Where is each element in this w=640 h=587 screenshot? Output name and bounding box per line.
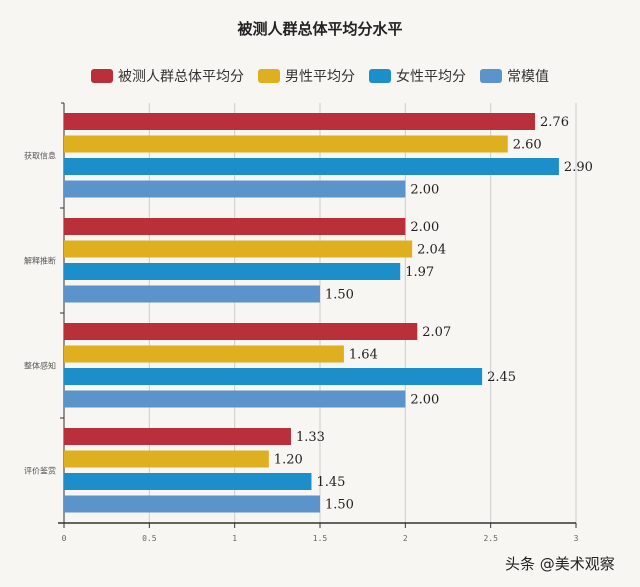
bar <box>64 428 291 445</box>
data-label: 2.76 <box>540 115 569 130</box>
bar <box>64 390 406 408</box>
data-label: 1.33 <box>296 430 325 445</box>
bar <box>64 240 413 258</box>
legend-label: 被测人群总体平均分 <box>118 69 244 85</box>
data-label: 2.07 <box>422 325 451 340</box>
category-label: 整体感知 <box>24 361 56 371</box>
data-label: 1.50 <box>325 288 354 303</box>
bar <box>64 368 483 385</box>
legend-label: 男性平均分 <box>285 69 355 85</box>
data-label: 2.90 <box>564 160 593 175</box>
bar <box>64 450 269 468</box>
legend-item[interactable]: 男性平均分 <box>258 66 355 86</box>
legend-swatch <box>258 69 280 83</box>
data-label: 2.60 <box>513 138 542 153</box>
data-label: 2.00 <box>410 393 439 408</box>
data-label: 2.04 <box>417 243 446 258</box>
legend-swatch <box>369 69 391 83</box>
data-label: 1.64 <box>349 348 378 363</box>
watermark: 头条 @美术观察 <box>505 555 615 573</box>
legend-label: 常模值 <box>507 69 549 85</box>
bar <box>64 218 406 235</box>
category-label: 解释推断 <box>24 256 56 266</box>
data-label: 2.00 <box>410 220 439 235</box>
legend: 被测人群总体平均分 男性平均分 女性平均分 常模值 <box>0 66 640 86</box>
bar <box>64 345 344 363</box>
bar <box>64 180 406 198</box>
bar <box>64 135 508 153</box>
x-tick-label: 2.5 <box>483 534 498 543</box>
legend-item[interactable]: 被测人群总体平均分 <box>91 66 244 86</box>
bar <box>64 495 320 513</box>
x-tick-label: 0 <box>62 534 67 543</box>
data-label: 1.20 <box>274 453 303 468</box>
data-label: 1.50 <box>325 498 354 513</box>
legend-label: 女性平均分 <box>396 69 466 85</box>
x-tick-label: 2 <box>403 534 408 543</box>
bar <box>64 285 320 303</box>
category-label: 获取信息 <box>24 151 56 161</box>
legend-item[interactable]: 常模值 <box>480 66 549 86</box>
data-label: 1.97 <box>405 265 434 280</box>
x-tick-label: 1.5 <box>313 534 328 543</box>
bar <box>64 263 401 280</box>
legend-swatch <box>480 69 502 83</box>
bar <box>64 113 536 130</box>
x-tick-label: 3 <box>574 534 579 543</box>
x-tick-label: 0.5 <box>142 534 157 543</box>
category-label: 评价鉴赏 <box>24 466 56 476</box>
legend-item[interactable]: 女性平均分 <box>369 66 466 86</box>
legend-swatch <box>91 69 113 83</box>
bar <box>64 323 418 340</box>
bar <box>64 473 312 490</box>
data-label: 2.45 <box>487 370 516 385</box>
data-label: 1.45 <box>316 475 345 490</box>
chart-title: 被测人群总体平均分水平 <box>237 20 403 38</box>
x-tick-label: 1 <box>232 534 237 543</box>
bar <box>64 158 559 175</box>
data-label: 2.00 <box>410 183 439 198</box>
